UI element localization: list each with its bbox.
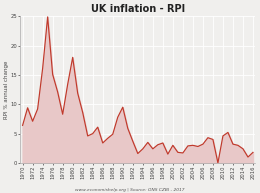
Y-axis label: RPI % annual change: RPI % annual change bbox=[4, 60, 9, 119]
Title: UK inflation - RPI: UK inflation - RPI bbox=[91, 4, 185, 14]
Text: www.economishelp.org | Source: ONS CZBI - 2017: www.economishelp.org | Source: ONS CZBI … bbox=[75, 188, 185, 192]
